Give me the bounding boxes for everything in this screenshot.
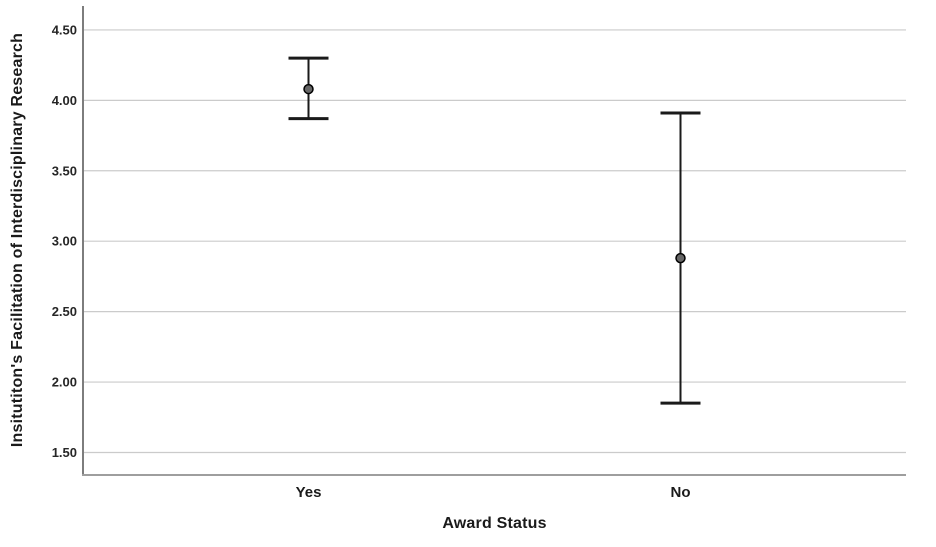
y-tick-label: 3.50	[52, 163, 77, 178]
y-tick-label: 4.00	[52, 93, 77, 108]
y-tick-label: 3.00	[52, 234, 77, 249]
category-label: No	[670, 484, 690, 501]
y-tick-label: 4.50	[52, 22, 77, 37]
y-tick-label: 1.50	[52, 445, 77, 460]
mean-marker	[303, 83, 314, 95]
x-axis-title: Award Status	[442, 515, 547, 532]
mean-marker	[675, 252, 686, 264]
y-tick-label: 2.00	[52, 375, 77, 390]
y-tick-label: 2.50	[52, 304, 77, 319]
category-label: Yes	[296, 484, 322, 501]
y-axis-title: Insitutiton's Facilitation of Interdisci…	[9, 32, 26, 448]
